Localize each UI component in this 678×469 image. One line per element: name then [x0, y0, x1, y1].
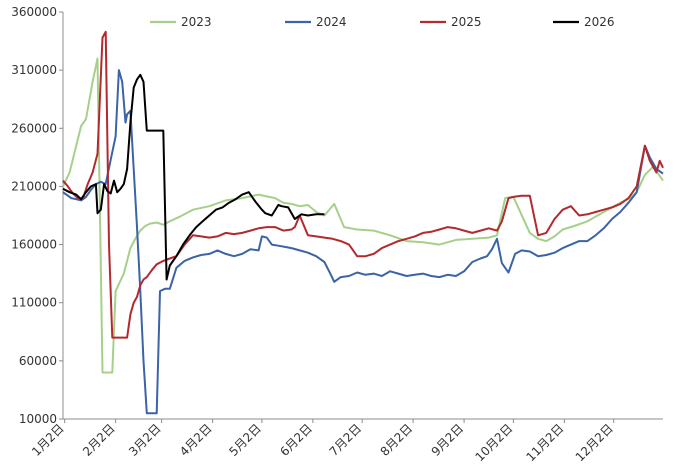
y-tick-label: 360000	[11, 5, 57, 19]
series-line-2023	[62, 57, 664, 374]
y-tick-label: 110000	[11, 296, 57, 310]
y-tick-label: 310000	[11, 63, 57, 77]
x-tick-label: 9月2日	[429, 421, 467, 459]
legend-label-2026: 2026	[584, 15, 615, 29]
y-tick-label: 210000	[11, 179, 57, 193]
x-tick-label: 2月2日	[80, 421, 118, 459]
x-tick-label: 12月2日	[573, 421, 616, 464]
x-tick-label: 4月2日	[177, 421, 215, 459]
x-tick-label: 10月2日	[472, 421, 515, 464]
x-tick-label: 8月2日	[378, 421, 416, 459]
y-tick-label: 10000	[19, 412, 57, 426]
x-tick-label: 6月2日	[277, 421, 315, 459]
legend: 2023 2024 2025 2026	[150, 15, 615, 29]
series-lines	[62, 30, 664, 415]
x-tick-label: 11月2日	[523, 421, 566, 464]
x-tick-label: 7月2日	[327, 421, 365, 459]
series-line-2024	[62, 69, 664, 415]
y-tick-label: 260000	[11, 121, 57, 135]
legend-label-2023: 2023	[181, 15, 212, 29]
y-tick-label: 160000	[11, 238, 57, 252]
legend-label-2025: 2025	[451, 15, 482, 29]
x-tick-label: 1月2日	[29, 421, 67, 459]
series-line-2026	[62, 73, 325, 281]
legend-label-2024: 2024	[316, 15, 347, 29]
x-tick-label: 5月2日	[226, 421, 264, 459]
y-tick-label: 60000	[19, 354, 57, 368]
x-tick-label: 3月2日	[126, 421, 164, 459]
series-line-2025	[62, 30, 664, 339]
